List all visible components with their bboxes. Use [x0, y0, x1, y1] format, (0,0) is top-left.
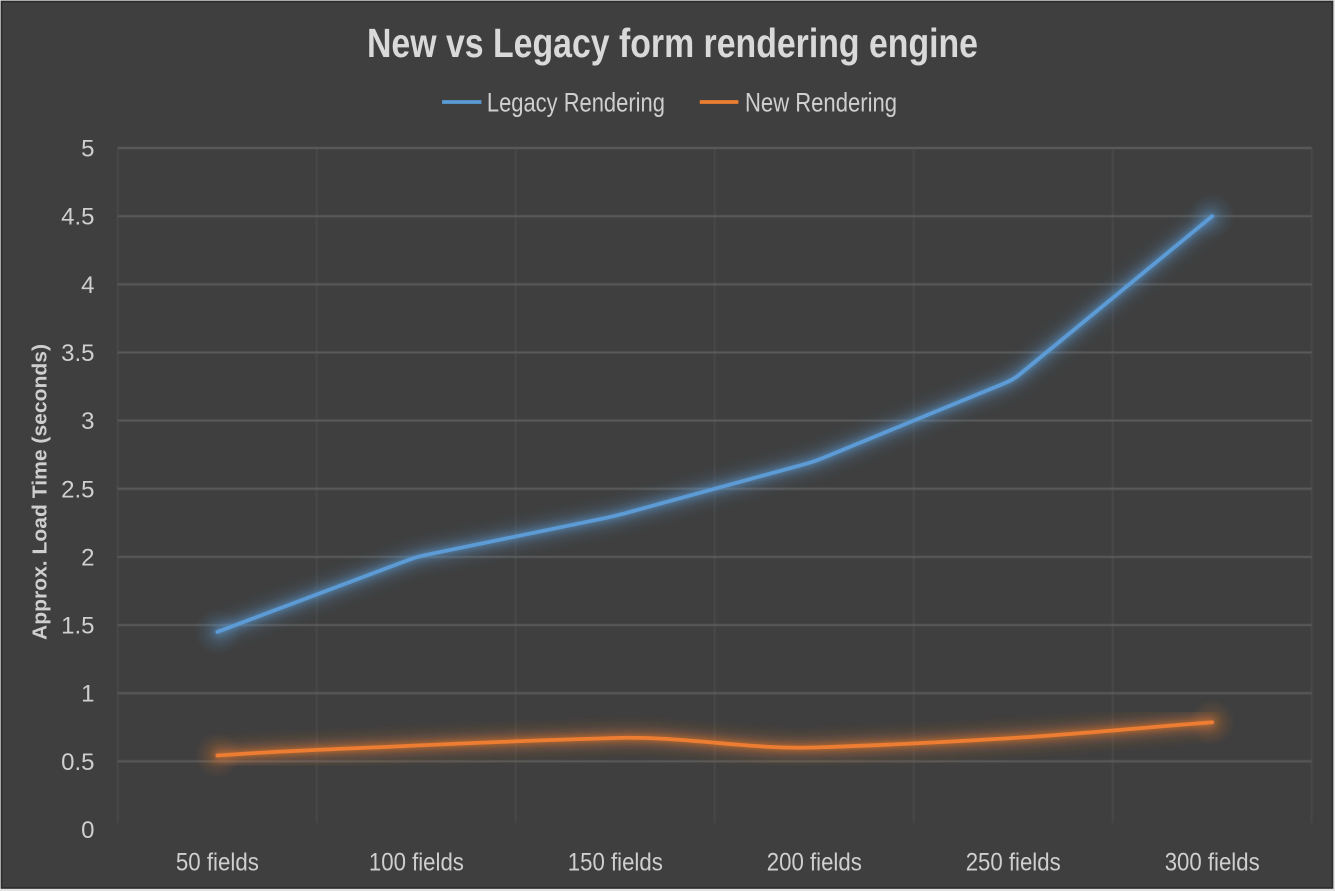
svg-text:50 fields: 50 fields	[176, 848, 259, 876]
svg-text:250 fields: 250 fields	[966, 848, 1061, 876]
svg-text:3.5: 3.5	[61, 340, 94, 367]
svg-text:0.5: 0.5	[61, 749, 94, 776]
svg-text:2.5: 2.5	[61, 476, 94, 503]
svg-text:100 fields: 100 fields	[369, 848, 464, 876]
svg-text:4: 4	[81, 272, 94, 299]
svg-text:5: 5	[81, 136, 94, 163]
svg-text:150 fields: 150 fields	[568, 848, 663, 876]
svg-text:Approx. Load Time (seconds): Approx. Load Time (seconds)	[30, 344, 52, 640]
svg-text:New vs Legacy form rendering e: New vs Legacy form rendering engine	[367, 20, 978, 66]
svg-text:1.5: 1.5	[61, 613, 94, 640]
svg-text:New Rendering: New Rendering	[745, 88, 897, 118]
svg-text:200 fields: 200 fields	[767, 848, 862, 876]
svg-text:1: 1	[81, 681, 94, 708]
svg-text:4.5: 4.5	[61, 204, 94, 231]
svg-text:Legacy Rendering: Legacy Rendering	[487, 88, 665, 118]
svg-text:300 fields: 300 fields	[1165, 848, 1260, 876]
svg-text:2: 2	[81, 544, 94, 571]
svg-text:0: 0	[81, 817, 94, 844]
svg-text:3: 3	[81, 408, 94, 435]
